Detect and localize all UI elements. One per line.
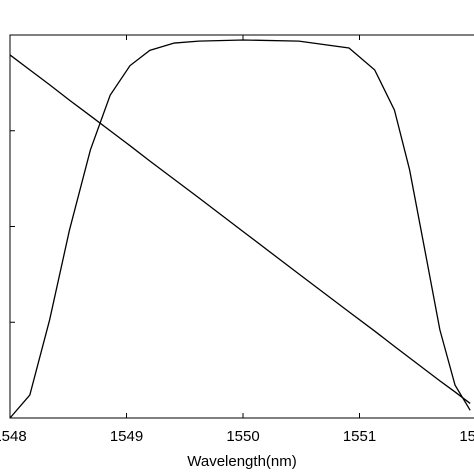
- data-line: [9, 39, 471, 419]
- x-axis-label: Wavelength(nm): [187, 453, 296, 470]
- x-tick-label: 1549: [110, 428, 143, 445]
- x-tick-label: 1552: [459, 428, 474, 445]
- data-line: [9, 54, 471, 404]
- x-tick-label: 1548: [0, 428, 27, 445]
- x-tick-label: 1551: [343, 428, 376, 445]
- plot-frame: [9, 34, 474, 419]
- x-tick-label: 1550: [226, 428, 259, 445]
